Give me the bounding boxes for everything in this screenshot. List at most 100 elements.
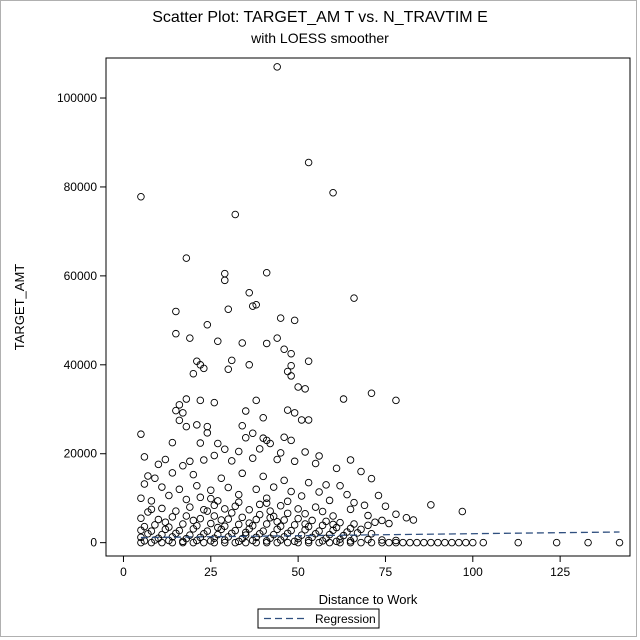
data-point [332, 464, 341, 473]
data-point [203, 507, 212, 515]
data-point [329, 520, 337, 529]
data-point [269, 512, 278, 521]
data-point [147, 505, 156, 514]
data-point [255, 500, 264, 509]
data-point [203, 429, 212, 437]
data-point [210, 512, 219, 520]
data-point [308, 516, 316, 525]
data-point [269, 483, 278, 491]
y-axis-label: TARGET_AMT [12, 264, 27, 350]
data-point [214, 337, 222, 345]
data-point [364, 511, 372, 520]
data-point [234, 498, 243, 506]
data-point [137, 430, 145, 438]
data-point [350, 294, 358, 302]
data-point [409, 516, 418, 524]
data-point [290, 457, 299, 466]
data-point [154, 460, 163, 469]
data-point [462, 538, 470, 547]
data-point [137, 192, 145, 201]
data-point [175, 485, 184, 494]
data-point [210, 398, 219, 407]
data-point [262, 499, 271, 507]
data-point [392, 510, 400, 518]
data-point [193, 421, 201, 429]
data-point [245, 289, 253, 297]
data-point [360, 501, 369, 510]
data-point [179, 520, 187, 528]
data-point [207, 519, 215, 528]
data-point [318, 521, 327, 530]
data-point [304, 357, 313, 365]
data-point [266, 439, 274, 448]
data-point [276, 449, 285, 457]
data-point [165, 491, 173, 500]
data-point [172, 507, 180, 515]
data-point [182, 422, 191, 431]
data-point [353, 529, 362, 537]
data-point [189, 516, 198, 525]
data-point [224, 483, 233, 492]
data-point [147, 497, 156, 505]
x-axis: 0 25 50 75 100 125 [120, 556, 570, 579]
data-point [241, 407, 250, 415]
data-point [283, 497, 292, 506]
regression-line [140, 531, 620, 539]
plot-area [105, 57, 631, 557]
data-point [420, 538, 428, 547]
data-point [273, 518, 281, 526]
data-point [210, 451, 219, 460]
data-point [221, 505, 229, 513]
data-point [287, 487, 295, 496]
data-point [402, 514, 411, 522]
data-point [259, 413, 267, 422]
data-point [228, 509, 236, 517]
data-point [367, 389, 376, 398]
data-point [158, 483, 166, 491]
data-point [200, 538, 208, 547]
data-point [290, 316, 299, 325]
data-point [238, 513, 246, 522]
data-point [248, 429, 257, 438]
data-point [182, 512, 191, 520]
data-point [255, 445, 264, 453]
data-point [406, 538, 414, 547]
data-point [385, 519, 393, 528]
data-point [329, 512, 337, 520]
data-point [182, 254, 191, 262]
data-point [140, 453, 149, 461]
data-point [350, 520, 358, 528]
data-point [217, 516, 226, 524]
data-point [343, 490, 351, 499]
data-point [283, 509, 292, 518]
data-point [294, 514, 302, 523]
data-point [311, 503, 320, 511]
data-point [479, 538, 488, 547]
data-point [385, 538, 393, 547]
data-point [514, 538, 522, 547]
data-point [172, 329, 180, 338]
data-point [357, 467, 365, 476]
data-point [346, 505, 355, 514]
data-point [168, 513, 177, 521]
data-point [248, 302, 257, 310]
data-point [200, 364, 208, 373]
data-point [224, 365, 233, 374]
data-point [287, 436, 295, 445]
data-point [245, 519, 253, 527]
y-axis: 0 20000 40000 60000 80000 100000 [57, 91, 106, 550]
data-point [207, 486, 215, 494]
data-point [151, 474, 159, 482]
data-point [455, 538, 463, 547]
data-point [140, 480, 149, 488]
data-point [252, 301, 260, 309]
data-point [158, 538, 166, 547]
data-point [234, 447, 243, 456]
y-tick-label: 60000 [64, 269, 98, 283]
data-point [221, 445, 229, 454]
x-tick-label: 0 [120, 565, 127, 579]
data-point [273, 525, 281, 534]
data-point [214, 439, 222, 448]
data-point [262, 538, 271, 547]
